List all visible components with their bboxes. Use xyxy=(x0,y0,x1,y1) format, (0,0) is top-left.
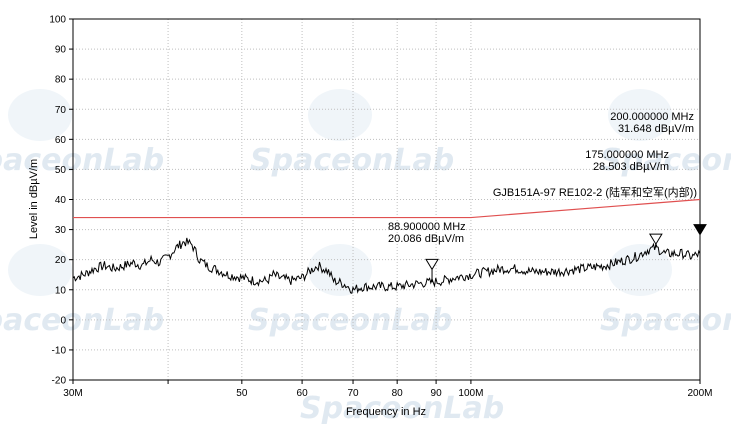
watermark-layer: SpaceonLab SpaceonLab SpaceonLab SpaceonLab… xyxy=(0,89,731,424)
x-tick-label: 60 xyxy=(297,388,309,399)
watermark-text: SpaceonLab xyxy=(600,303,731,338)
watermark-text: SpaceonLab xyxy=(250,143,454,178)
x-tick-label: 100M xyxy=(458,388,483,399)
marker-freq-label: 175.000000 MHz xyxy=(585,149,669,161)
y-tick-label: -20 xyxy=(52,376,67,387)
y-tick-label: 100 xyxy=(49,15,66,26)
marker-triangle xyxy=(425,258,439,271)
measurement-trace xyxy=(72,237,701,294)
watermark-logo xyxy=(8,244,72,296)
y-tick-label: 0 xyxy=(60,315,66,326)
y-tick-label: 10 xyxy=(55,285,67,296)
watermark-text: SpaceonLab xyxy=(0,303,164,338)
watermark-logo xyxy=(308,89,372,141)
y-tick-label: 20 xyxy=(55,255,67,266)
marker-level-label: 28.503 dBµV/m xyxy=(593,161,669,173)
y-axis-label: Level in dBµV/m xyxy=(28,159,40,239)
x-axis-label: Frequency in Hz xyxy=(346,406,426,418)
watermark-logo xyxy=(308,244,372,296)
limit-line xyxy=(73,198,701,219)
marker-level-label: 20.086 dBµV/m xyxy=(388,233,464,245)
y-axis-ticks: -20 -10 0 10 20 30 40 50 60 70 80 90 100 xyxy=(49,15,73,387)
watermark-logo xyxy=(8,89,72,141)
marker-freq-label: 200.000000 MHz xyxy=(610,111,694,123)
watermark-logo xyxy=(608,89,672,141)
marker-triangle xyxy=(648,233,663,246)
watermark-text: SpaceonLab xyxy=(248,303,452,338)
watermark-logo xyxy=(608,244,672,296)
marker-freq-label: 88.900000 MHz xyxy=(388,221,466,233)
watermark-text: SpaceonLab xyxy=(600,143,731,178)
x-tick-label: 90 xyxy=(431,388,443,399)
marker-level-label: 31.648 dBµV/m xyxy=(618,123,694,135)
grid xyxy=(72,18,701,381)
x-tick-label: 80 xyxy=(392,388,404,399)
x-axis-ticks: 30M 50 60 70 80 90 100M 200M xyxy=(63,380,713,399)
x-tick-label: 30M xyxy=(63,388,82,399)
watermark-text: SpaceonLab xyxy=(0,143,164,178)
y-tick-label: 90 xyxy=(55,45,67,56)
y-tick-label: 40 xyxy=(55,195,67,206)
y-tick-label: 60 xyxy=(55,135,67,146)
x-tick-label: 70 xyxy=(347,388,359,399)
y-tick-label: 50 xyxy=(55,165,67,176)
y-tick-label: 30 xyxy=(55,225,67,236)
y-tick-label: -10 xyxy=(52,345,67,356)
limit-line-label: GJB151A-97 RE102-2 (陆军和空军(内部)) xyxy=(493,185,697,199)
watermark-text: SpaceonLab xyxy=(300,391,504,424)
x-tick-label: 50 xyxy=(236,388,248,399)
marker-triangle xyxy=(693,224,707,236)
y-tick-label: 80 xyxy=(55,75,67,86)
x-tick-label: 200M xyxy=(687,388,712,399)
y-tick-label: 70 xyxy=(55,105,67,116)
